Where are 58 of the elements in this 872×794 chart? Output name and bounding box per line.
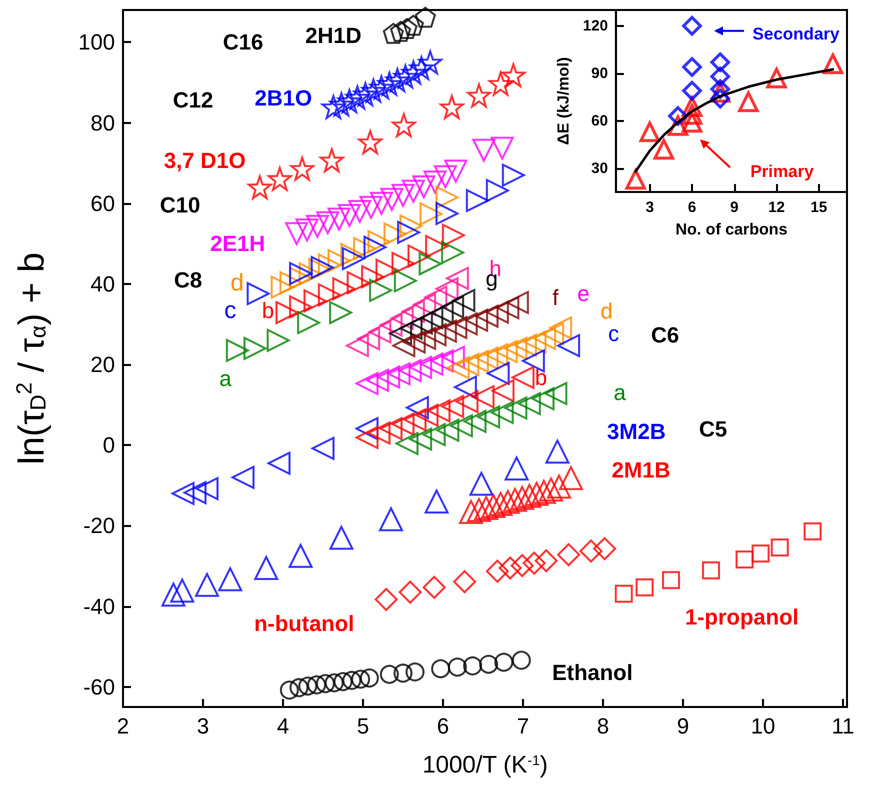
y-tick-label: 60 <box>591 112 608 130</box>
x-tick-label: 6 <box>436 714 450 738</box>
annotation: C16 <box>222 30 264 54</box>
x-tick-label: 9 <box>730 199 738 216</box>
y-axis-title: ΔE (kJ/mol) <box>556 57 572 145</box>
series-label: 2H1D <box>305 22 362 48</box>
x-tick-label: 9 <box>676 714 690 738</box>
x-tick-label: 4 <box>276 714 290 738</box>
series-label: 1-propanol <box>684 604 799 630</box>
y-tick-label: 80 <box>90 110 115 136</box>
series-label: 3,7 D1O <box>164 148 246 173</box>
annotation: C6 <box>650 322 680 348</box>
annotation: C5 <box>698 416 728 442</box>
y-tick-label: 90 <box>591 64 608 82</box>
series-label: d <box>230 270 244 297</box>
series-label: c <box>224 297 236 324</box>
y-tick-label: 0 <box>102 432 115 458</box>
legend-label: Secondary <box>752 24 840 44</box>
y-tick-label: -20 <box>83 513 115 538</box>
x-tick-label: 10 <box>750 714 776 738</box>
x-tick-label: 3 <box>646 199 654 216</box>
x-tick-label: 15 <box>810 199 828 216</box>
series-label: Ethanol <box>552 660 633 685</box>
x-tick-label: 7 <box>516 714 530 738</box>
series-label: 2B1O <box>254 86 312 111</box>
y-tick-label: 40 <box>90 271 115 296</box>
y-tick-label: 100 <box>78 30 115 55</box>
x-tick-label: 12 <box>768 199 785 216</box>
y-tick-label: 120 <box>582 17 608 34</box>
series-label: c <box>608 321 620 346</box>
annotation: C10 <box>160 192 200 218</box>
series-label: 2E1H <box>210 231 266 256</box>
y-tick-label: -60 <box>83 674 115 700</box>
x-tick-label: 5 <box>356 714 370 738</box>
series-label: a <box>219 366 232 391</box>
series-label: b <box>534 364 548 390</box>
x-tick-label: 8 <box>596 714 610 738</box>
annotation: C12 <box>172 88 214 112</box>
series-label: 2M1B <box>612 458 670 483</box>
x-tick-label: 3 <box>196 714 210 738</box>
y-tick-label: 20 <box>90 352 115 378</box>
x-tick-label: 11 <box>832 714 854 738</box>
x-axis-title: No. of carbons <box>675 222 788 238</box>
text: Primary <box>750 162 814 181</box>
series-label: d <box>600 298 613 324</box>
annotation: C8 <box>174 268 202 292</box>
y-tick-label: 60 <box>90 190 115 216</box>
y-tick-label: -40 <box>83 594 115 619</box>
series-label: 3M2B <box>607 419 666 444</box>
text: e <box>577 280 590 306</box>
x-tick-label: 2 <box>116 714 130 738</box>
text: a <box>614 380 627 406</box>
series-label: f <box>552 285 560 310</box>
series-label: b <box>262 298 274 324</box>
y-tick-label: 30 <box>591 160 608 177</box>
y-axis-title: ln(τD2 / τα) + b <box>10 252 52 465</box>
series-label: n-butanol <box>254 610 354 636</box>
x-tick-label: 6 <box>688 199 696 216</box>
